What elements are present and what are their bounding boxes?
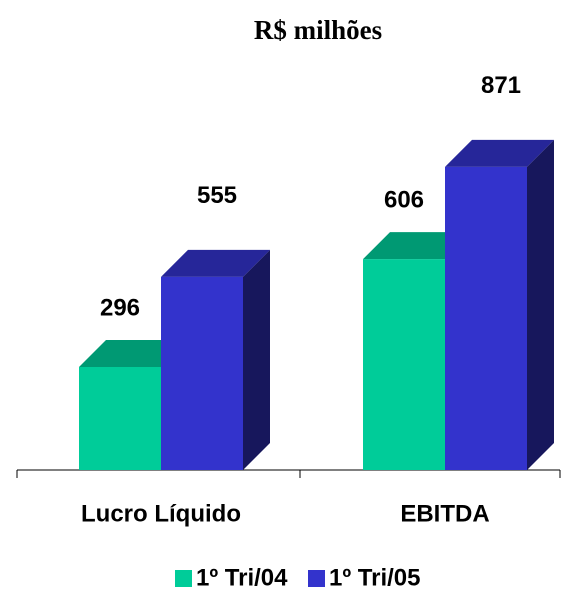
bar-front (445, 166, 527, 470)
bar-side (527, 139, 554, 470)
bar-front (363, 259, 445, 470)
data-label: 555 (197, 182, 237, 209)
chart-title: R$ milhões (254, 15, 382, 45)
legend-label: 1º Tri/04 (196, 564, 288, 591)
data-label: 606 (384, 186, 424, 213)
bar-front (161, 276, 243, 470)
data-label: 296 (100, 294, 140, 321)
bar-top (79, 339, 188, 367)
legend-swatch (175, 570, 192, 587)
bar (445, 139, 554, 470)
bar-top (445, 139, 554, 167)
bar-top (363, 232, 472, 260)
legend-swatch (308, 570, 325, 587)
x-tick-label: Lucro Líquido (81, 500, 241, 527)
bar-top (161, 249, 270, 277)
data-label: 871 (481, 72, 521, 99)
bar-side (243, 249, 270, 470)
bar-front (79, 366, 161, 470)
bar (161, 249, 270, 470)
x-tick-label: EBITDA (400, 500, 489, 527)
legend-label: 1º Tri/05 (329, 564, 421, 591)
